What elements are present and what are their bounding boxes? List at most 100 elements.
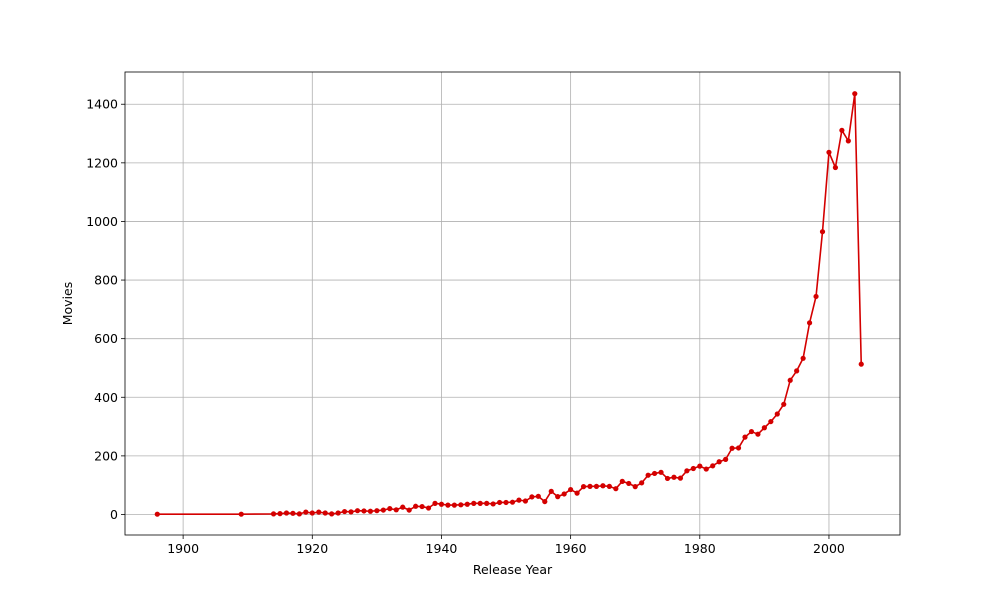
data-point [742, 434, 748, 440]
data-point [613, 486, 619, 492]
data-point [296, 511, 302, 517]
data-point [290, 510, 296, 516]
data-point [819, 229, 826, 235]
data-point [496, 499, 503, 506]
data-point [845, 138, 851, 144]
data-point [322, 510, 328, 516]
data-point [361, 508, 367, 514]
data-point [639, 480, 645, 486]
x-tick-label: 1920 [296, 541, 328, 556]
data-point [651, 470, 658, 477]
x-tick-label: 1960 [555, 541, 587, 556]
data-point [858, 361, 864, 367]
data-point [555, 494, 561, 500]
data-point [671, 474, 677, 480]
data-point [413, 503, 419, 509]
data-point [464, 501, 470, 507]
grid [125, 72, 900, 535]
data-point [548, 488, 554, 494]
data-point [787, 377, 793, 383]
data-point [484, 500, 490, 506]
data-point [516, 497, 522, 503]
data-point [768, 418, 774, 425]
data-point [794, 368, 800, 374]
data-point [658, 469, 664, 475]
data-point [367, 508, 374, 514]
data-point [600, 483, 606, 489]
data-point [710, 463, 716, 469]
data-point [568, 486, 574, 493]
data-point [690, 465, 696, 472]
data-point [703, 466, 709, 472]
data-point [529, 494, 535, 500]
data-point [535, 493, 541, 499]
data-point [451, 502, 457, 508]
data-point [509, 499, 516, 505]
x-tick-label: 2000 [813, 541, 845, 556]
data-point [406, 507, 412, 513]
y-tick-label: 200 [94, 448, 118, 463]
data-point [561, 491, 567, 497]
data-point [432, 500, 438, 506]
data-point [387, 506, 393, 512]
data-point [329, 511, 335, 517]
data-point [632, 484, 638, 490]
data-point [425, 505, 432, 511]
data-point [393, 507, 399, 513]
axis-ticks: 1900 1920 1940 1960 1980 2000 0 200 400 600 800 100… [86, 97, 845, 556]
data-point [309, 510, 315, 516]
data-point [839, 127, 845, 133]
series-movies [154, 91, 864, 517]
data-point [723, 456, 729, 462]
data-point [471, 500, 477, 506]
data-point [335, 510, 341, 516]
series-line [157, 92, 863, 515]
data-point [374, 508, 380, 514]
y-axis-label: Movies [60, 282, 75, 326]
data-point [438, 501, 445, 507]
y-tick-label: 1400 [86, 97, 118, 112]
data-point [238, 511, 244, 517]
data-point [445, 502, 451, 508]
data-point [697, 463, 703, 469]
y-tick-label: 600 [94, 331, 118, 346]
data-point [283, 510, 290, 516]
y-tick-label: 0 [110, 507, 118, 522]
y-tick-label: 1000 [86, 214, 118, 229]
y-tick-label: 800 [94, 273, 118, 288]
data-point [574, 490, 580, 496]
data-point [354, 508, 361, 514]
data-point [761, 425, 767, 431]
data-point [800, 355, 806, 361]
data-point [645, 472, 651, 478]
data-point [716, 459, 722, 465]
x-tick-label: 1980 [684, 541, 716, 556]
data-point [400, 504, 406, 510]
data-point [277, 511, 283, 517]
data-point [729, 445, 735, 451]
data-point [735, 445, 742, 451]
data-point [341, 508, 348, 515]
data-point [781, 401, 787, 407]
data-point [490, 501, 496, 507]
x-tick-label: 1900 [167, 541, 199, 556]
data-point [606, 483, 612, 489]
data-point [748, 428, 755, 435]
data-point [813, 293, 819, 300]
data-point [626, 480, 632, 487]
data-point [806, 320, 813, 326]
data-point [593, 483, 600, 489]
data-point [303, 509, 309, 515]
y-tick-label: 1200 [86, 155, 118, 170]
plot-frame [124, 71, 901, 536]
y-tick-label: 400 [94, 390, 118, 405]
data-point [774, 411, 780, 417]
data-point [154, 511, 160, 517]
data-point [458, 502, 464, 508]
data-point [580, 484, 587, 490]
data-point [664, 475, 671, 482]
data-point [684, 468, 690, 474]
data-point [755, 431, 761, 437]
data-point [316, 509, 322, 515]
